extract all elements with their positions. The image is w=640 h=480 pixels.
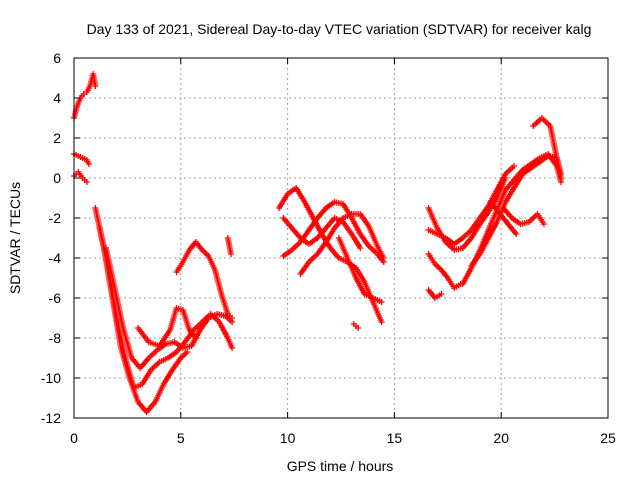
y-tick-label: -2 [49,210,62,226]
data-point [355,325,362,331]
x-tick-label: 20 [493,430,509,446]
plot-frame [73,57,609,419]
data-point [357,245,364,251]
y-tick-label: 0 [53,170,61,186]
data-point [378,319,385,325]
data-point [378,299,385,305]
data-points [71,71,565,415]
data-point [540,221,547,227]
data-point [229,345,236,351]
data-point [380,255,387,261]
data-point [192,335,199,341]
y-tick-label: -6 [49,290,62,306]
axis-ticks: 0 5 10 15 20 25 -12 -10 -8 -6 -4 -2 0 2 4 6 [41,50,616,446]
chart-title: Day 133 of 2021, Sidereal Day-to-day VTE… [87,21,592,37]
data-point [438,291,445,297]
y-tick-label: -8 [49,330,62,346]
x-axis-label: GPS time / hours [287,458,394,474]
data-point [227,251,234,257]
x-tick-label: 5 [177,430,185,446]
y-axis-label: SDTVAR / TECUs [7,182,23,294]
data-point [513,231,520,237]
x-tick-label: 10 [280,430,296,446]
y-tick-label: -4 [49,250,62,266]
x-tick-label: 0 [70,430,78,446]
data-point [511,163,518,169]
data-point [80,91,87,97]
y-tick-label: 4 [53,90,61,106]
y-tick-label: 6 [53,50,61,66]
data-point [92,83,99,89]
x-tick-label: 15 [387,430,403,446]
data-point [83,179,90,185]
y-tick-label: 2 [53,130,61,146]
data-point [229,315,236,321]
data-point [558,175,565,181]
y-tick-label: -12 [41,410,61,426]
y-tick-label: -10 [41,370,61,386]
x-tick-label: 25 [600,430,616,446]
data-point [85,161,92,167]
